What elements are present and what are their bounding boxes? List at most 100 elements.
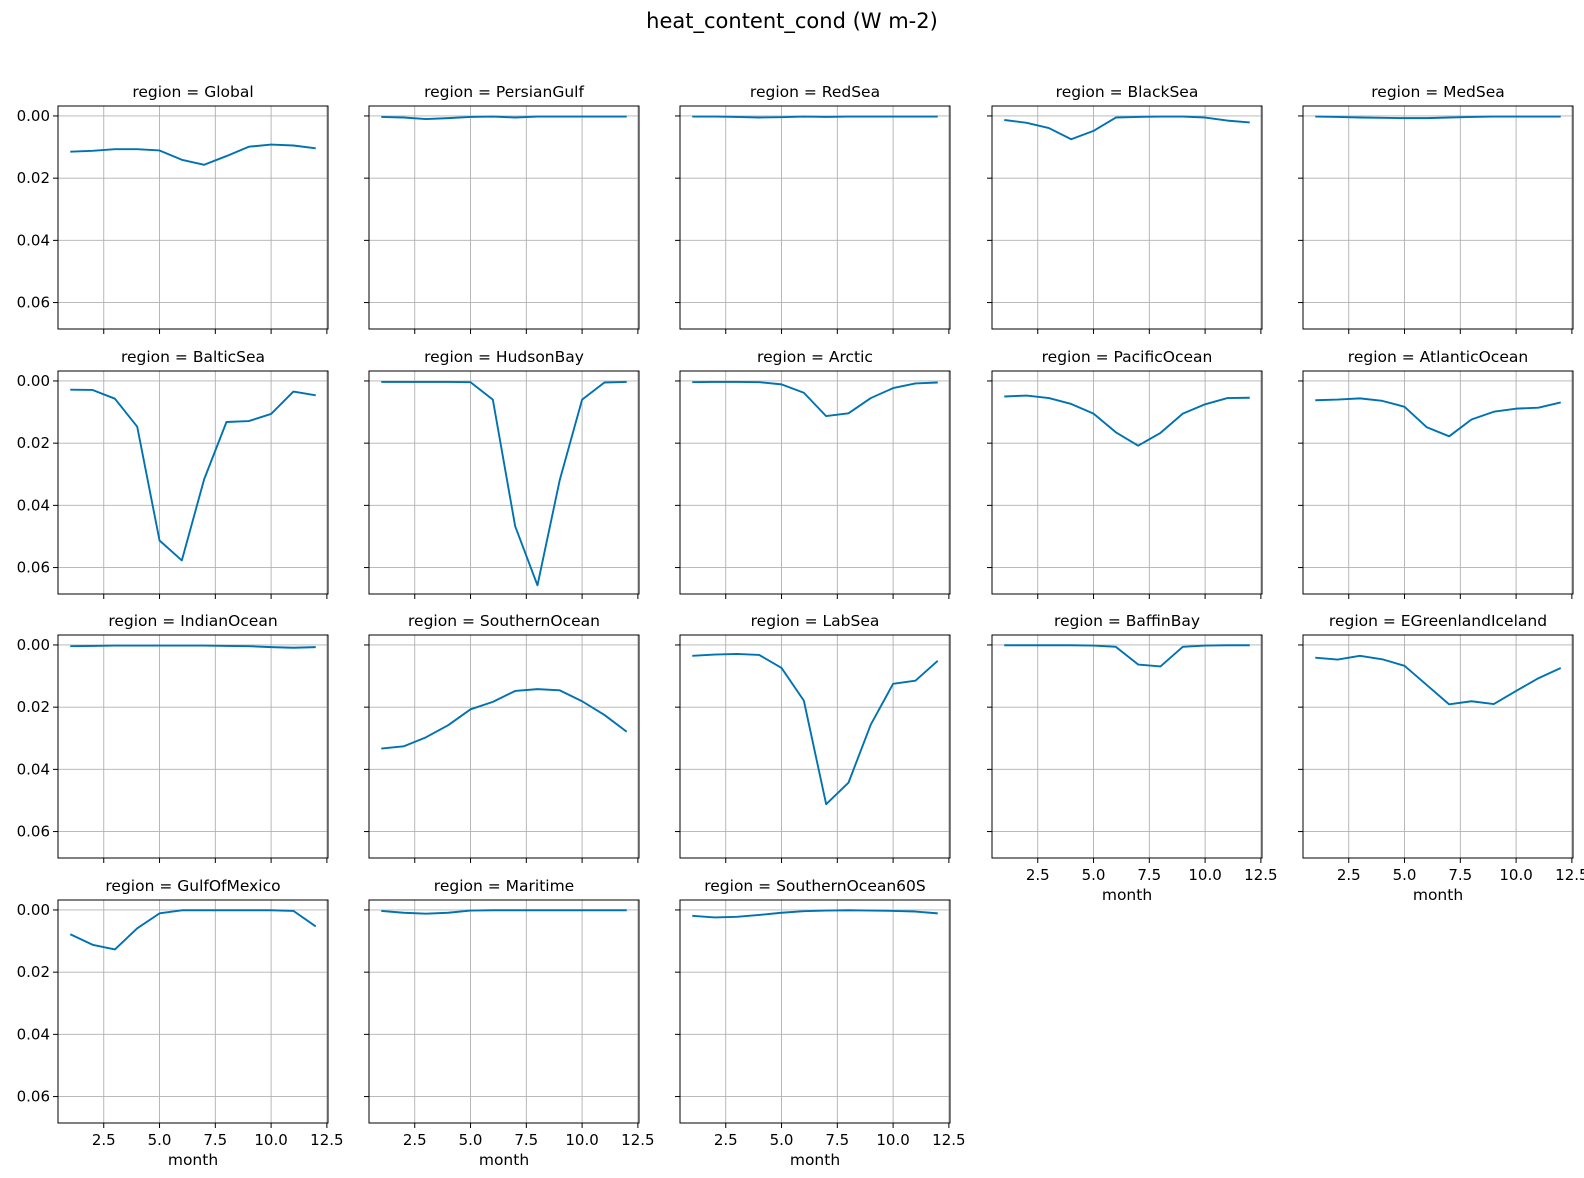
axes-frame — [1302, 370, 1574, 595]
series-line — [1004, 394, 1250, 447]
x-tick-label: 12.5 — [621, 1131, 654, 1149]
series-line — [1004, 115, 1250, 141]
x-tick-label: 12.5 — [310, 1131, 343, 1149]
series-line — [381, 380, 627, 587]
panel-12: region = SouthernOcean — [364, 612, 640, 863]
series-line — [70, 388, 316, 562]
axes-frame — [1302, 105, 1574, 330]
panel-title: region = HudsonBay — [424, 348, 584, 366]
series-line — [69, 909, 317, 951]
panel-title: region = RedSea — [750, 83, 880, 101]
x-tick-label: 2.5 — [714, 1131, 738, 1149]
panel-16: region = GulfOfMexico 0.00 0.02 0.04 0.06 2.5… — [17, 877, 344, 1169]
y-tick-label: 0.00 — [17, 636, 50, 654]
axes-frame — [368, 634, 640, 859]
series-line — [1315, 397, 1561, 438]
x-tick-label: 10.0 — [1499, 866, 1532, 884]
panel-title: region = PacificOcean — [1042, 348, 1213, 366]
x-tick-label: 12.5 — [932, 1131, 965, 1149]
panel-17: region = Maritime 2.5 5.0 7.5 10.0 12.5 month — [364, 877, 655, 1169]
x-tick-label: 7.5 — [203, 1131, 227, 1149]
x-tick-label: 5.0 — [148, 1131, 172, 1149]
series-line — [70, 143, 316, 166]
x-tick-label: 5.0 — [770, 1131, 794, 1149]
panel-1: region = Global 0.00 0.02 0.04 0.06 — [17, 83, 329, 334]
y-tick-label: 0.02 — [17, 169, 50, 187]
y-tick-label: 0.06 — [17, 823, 50, 841]
x-tick-label: 12.5 — [1555, 866, 1584, 884]
x-tick-label: 2.5 — [92, 1131, 116, 1149]
x-tick-label: 5.0 — [459, 1131, 483, 1149]
panel-8: region = Arctic — [675, 348, 951, 599]
axes-frame — [368, 370, 640, 595]
y-tick-label: 0.00 — [17, 901, 50, 919]
y-tick-label: 0.04 — [17, 496, 50, 514]
y-tick-label: 0.00 — [17, 107, 50, 125]
series-line — [1315, 654, 1562, 706]
axes-frame — [57, 370, 329, 595]
panel-title: region = IndianOcean — [108, 612, 277, 630]
x-tick-label: 2.5 — [1337, 866, 1361, 884]
y-tick-label: 0.06 — [17, 559, 50, 577]
panel-10: region = AtlanticOcean — [1298, 348, 1574, 599]
panel-7: region = HudsonBay — [364, 348, 640, 599]
y-tick-label: 0.04 — [17, 760, 50, 778]
panel-title: region = MedSea — [1371, 83, 1504, 101]
panel-13: region = LabSea — [675, 612, 951, 863]
axes-frame — [991, 634, 1263, 859]
panel-title: region = PersianGulf — [424, 83, 584, 101]
figure-title: heat_content_cond (W m-2) — [646, 9, 938, 34]
y-tick-label: 0.02 — [17, 434, 50, 452]
panel-title: region = SouthernOcean — [408, 612, 600, 630]
panel-title: region = Global — [132, 83, 253, 101]
panel-title: region = BaffinBay — [1054, 612, 1200, 630]
axes-frame — [57, 105, 329, 330]
x-tick-label: 2.5 — [1026, 866, 1050, 884]
x-axis-label: month — [479, 1151, 529, 1169]
y-tick-label: 0.04 — [17, 1025, 50, 1043]
panel-4: region = BlackSea — [987, 83, 1263, 334]
axes-frame — [679, 899, 951, 1124]
panel-title: region = LabSea — [751, 612, 880, 630]
x-axis-label: month — [168, 1151, 218, 1169]
series-line — [381, 909, 627, 915]
y-tick-label: 0.04 — [17, 231, 50, 249]
x-tick-label: 10.0 — [254, 1131, 287, 1149]
axes-frame — [1302, 634, 1574, 859]
series-line — [70, 644, 316, 649]
panel-11: region = IndianOcean 0.00 0.02 0.04 0.06 — [17, 612, 329, 863]
panel-5: region = MedSea — [1298, 83, 1574, 334]
panel-title: region = Arctic — [757, 348, 873, 366]
x-tick-label: 5.0 — [1082, 866, 1106, 884]
y-tick-label: 0.06 — [17, 294, 50, 312]
x-tick-label: 10.0 — [876, 1131, 909, 1149]
y-tick-label: 0.06 — [17, 1088, 50, 1106]
series-line — [692, 653, 939, 806]
panel-15: region = EGreenlandIceland 2.5 5.0 7.5 10.0 1… — [1298, 612, 1584, 904]
panel-2: region = PersianGulf — [364, 83, 640, 334]
panel-3: region = RedSea — [675, 83, 951, 334]
panel-title: region = BlackSea — [1056, 83, 1199, 101]
x-tick-label: 2.5 — [403, 1131, 427, 1149]
axes-frame — [57, 899, 329, 1124]
y-tick-label: 0.02 — [17, 698, 50, 716]
panel-9: region = PacificOcean — [987, 348, 1263, 599]
axes-frame — [991, 370, 1263, 595]
x-tick-label: 7.5 — [1448, 866, 1472, 884]
axes-frame — [368, 899, 640, 1124]
x-axis-label: month — [790, 1151, 840, 1169]
panel-title: region = GulfOfMexico — [105, 877, 280, 895]
series-line — [1004, 644, 1250, 668]
x-axis-label: month — [1413, 886, 1463, 904]
panel-title: region = EGreenlandIceland — [1329, 612, 1547, 630]
panel-18: region = SouthernOcean60S 2.5 5.0 7.5 10.0 12… — [675, 877, 966, 1169]
axes-frame — [679, 634, 951, 859]
x-tick-label: 10.0 — [565, 1131, 598, 1149]
y-tick-label: 0.00 — [17, 372, 50, 390]
series-line — [381, 688, 628, 750]
series-line — [381, 115, 627, 121]
axes-frame — [679, 105, 951, 330]
series-line — [1315, 115, 1561, 120]
